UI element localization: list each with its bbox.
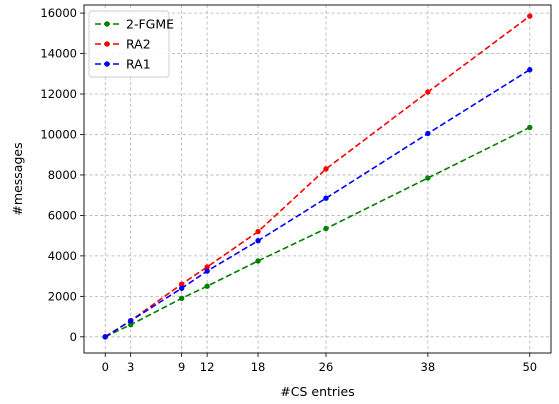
x-tick-label: 9 [178, 360, 185, 374]
data-point-2-fgme [178, 295, 185, 302]
x-axis-title: #CS entries [280, 384, 354, 399]
x-tick-label: 12 [200, 360, 215, 374]
legend-swatch-marker [104, 21, 110, 27]
legend: 2-FGME RA2 RA1 [88, 10, 174, 78]
data-point-ra1 [204, 268, 210, 274]
x-tick-label: 50 [522, 360, 537, 374]
data-point-ra1 [102, 334, 108, 340]
data-point-2-fgme [425, 175, 431, 181]
data-point-2-fgme [128, 321, 134, 328]
data-point-ra2 [323, 166, 329, 172]
x-tick-label: 3 [127, 360, 134, 374]
x-tick-label: 18 [251, 360, 266, 374]
x-tick-label: 0 [102, 360, 109, 374]
y-tick-label: 12000 [40, 87, 77, 101]
data-point-ra2 [255, 228, 261, 235]
y-tick-label: 10000 [40, 127, 77, 141]
y-tick-label: 0 [70, 330, 77, 344]
data-point-ra1 [323, 195, 329, 201]
grid [84, 5, 551, 353]
data-point-ra1 [527, 67, 533, 73]
series-2-fgme [102, 124, 533, 340]
legend-swatch-marker [104, 41, 110, 47]
series-group [102, 13, 533, 340]
x-axis: 0 3 9 12 18 26 38 50 [102, 353, 537, 374]
data-point-ra2 [204, 264, 210, 270]
data-point-ra1 [425, 130, 431, 137]
data-point-2-fgme [255, 258, 261, 264]
legend-label: RA1 [126, 57, 151, 72]
y-tick-label: 14000 [40, 47, 77, 61]
legend-label: RA2 [126, 37, 151, 52]
data-point-ra1 [255, 238, 261, 244]
plot-frame [83, 4, 552, 354]
data-point-ra2 [425, 89, 431, 95]
legend-item-2-fgme: 2-FGME [95, 17, 174, 32]
legend-item-ra2: RA2 [95, 37, 151, 52]
data-point-ra1 [178, 285, 185, 291]
data-point-ra2 [178, 281, 185, 287]
legend-label: 2-FGME [126, 17, 174, 32]
data-point-ra1 [128, 318, 134, 324]
data-point-2-fgme [323, 225, 329, 232]
legend-item-ra1: RA1 [95, 57, 151, 72]
y-tick-label: 4000 [48, 249, 77, 263]
y-tick-label: 8000 [48, 168, 77, 182]
series-ra1 [102, 67, 533, 340]
y-tick-label: 6000 [48, 208, 77, 222]
x-tick-label: 38 [421, 360, 436, 374]
y-axis: 0 2000 4000 6000 8000 10000 12000 14000 16000 [40, 6, 84, 344]
x-tick-label: 26 [319, 360, 334, 374]
data-point-2-fgme [527, 124, 533, 131]
legend-box [88, 10, 170, 78]
data-point-2-fgme [204, 283, 210, 289]
data-point-ra2 [527, 13, 533, 19]
y-axis-title: #messages [10, 142, 25, 215]
y-tick-label: 2000 [48, 289, 77, 303]
series-line-ra1 [104, 69, 531, 338]
series-line-2-fgme [104, 126, 531, 338]
y-tick-label: 16000 [40, 6, 77, 20]
legend-swatch-marker [104, 61, 110, 67]
